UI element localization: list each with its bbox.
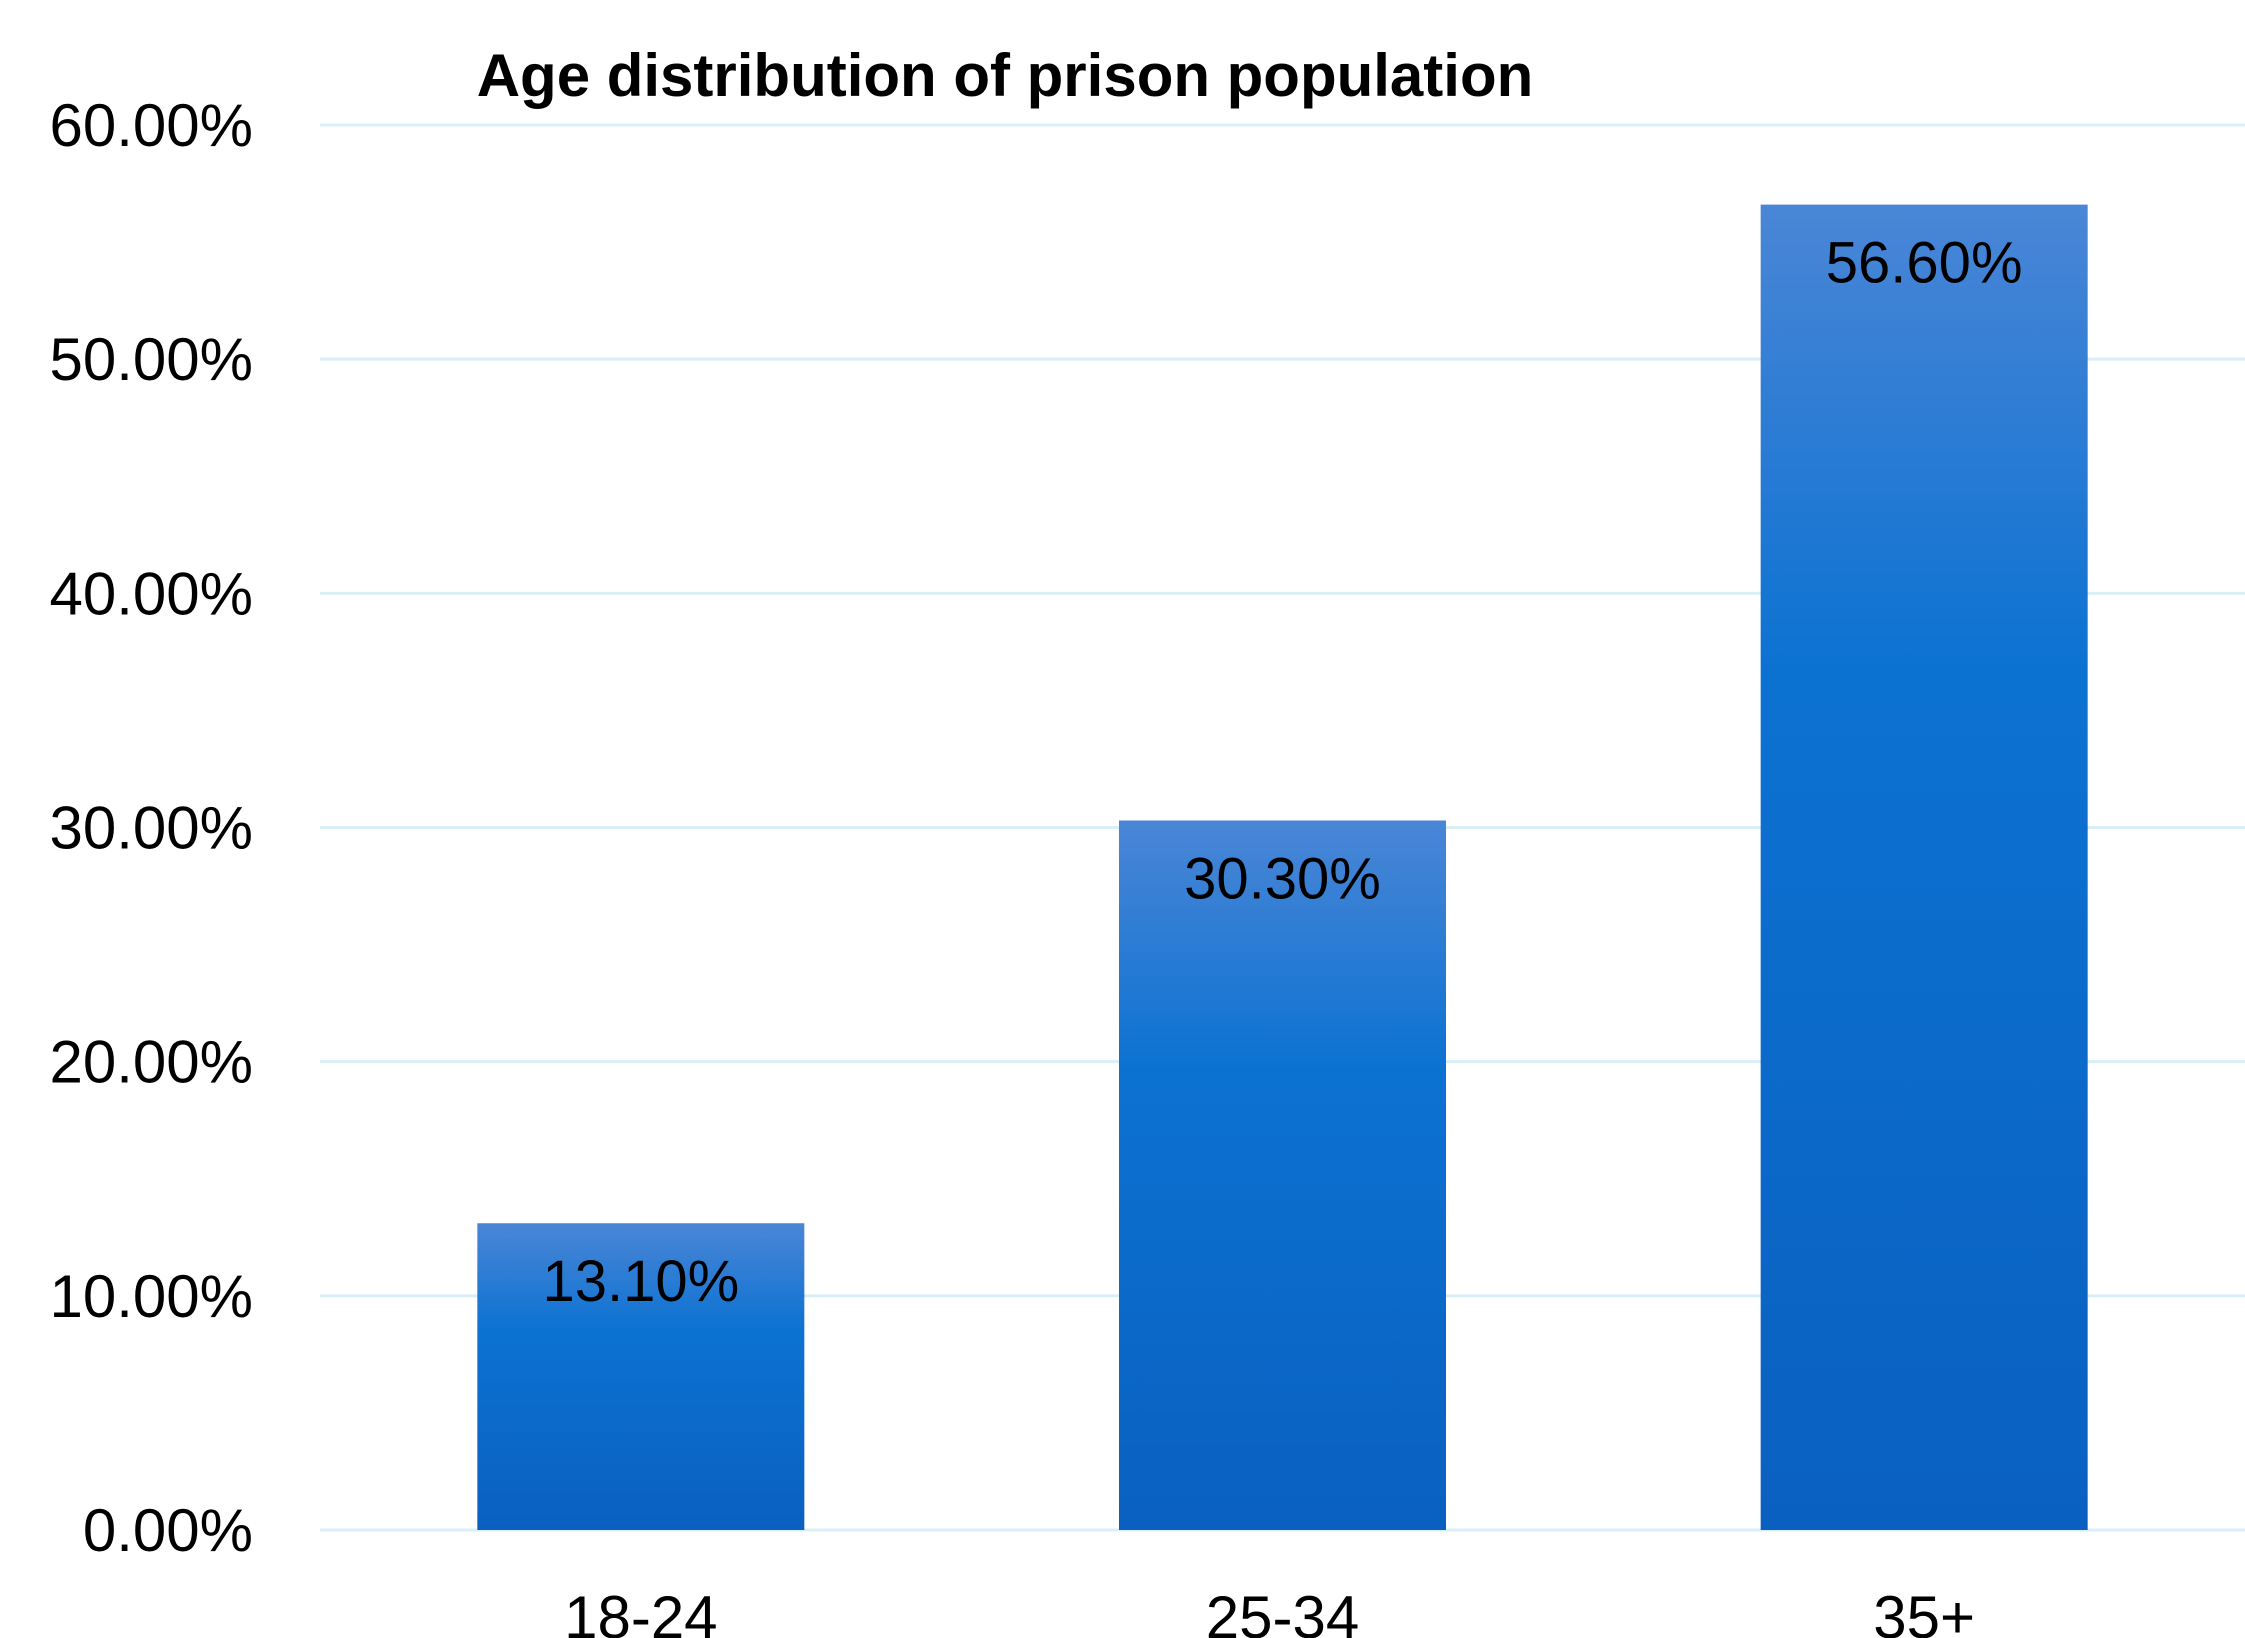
y-tick-label: 60.00% — [50, 92, 254, 159]
data-labels: 13.10% 30.30% 56.60% — [542, 231, 2022, 1315]
x-tick-label: 25-34 — [1206, 1584, 1359, 1638]
x-axis-tick-labels: 18-24 25-34 35+ — [564, 1584, 1975, 1638]
bar-25-34 — [1119, 820, 1446, 1530]
y-tick-label: 0.00% — [83, 1497, 253, 1564]
y-axis-tick-labels: 0.00% 10.00% 20.00% 30.00% 40.00% 50.00% 60.00… — [50, 92, 254, 1564]
y-tick-label: 50.00% — [50, 326, 254, 393]
y-tick-label: 40.00% — [50, 560, 254, 627]
y-tick-label: 20.00% — [50, 1029, 254, 1096]
y-tick-label: 30.00% — [50, 795, 254, 862]
data-label: 30.30% — [1184, 846, 1381, 911]
bar-35+ — [1760, 204, 2088, 1530]
x-tick-label: 18-24 — [564, 1584, 717, 1638]
data-label: 13.10% — [542, 1249, 739, 1314]
bars — [477, 204, 2088, 1530]
x-tick-label: 35+ — [1873, 1584, 1975, 1638]
bar-18-24 — [477, 1223, 805, 1530]
chart-title: Age distribution of prison population — [477, 42, 1534, 109]
y-tick-label: 10.00% — [50, 1263, 254, 1330]
data-label: 56.60% — [1826, 231, 2023, 296]
